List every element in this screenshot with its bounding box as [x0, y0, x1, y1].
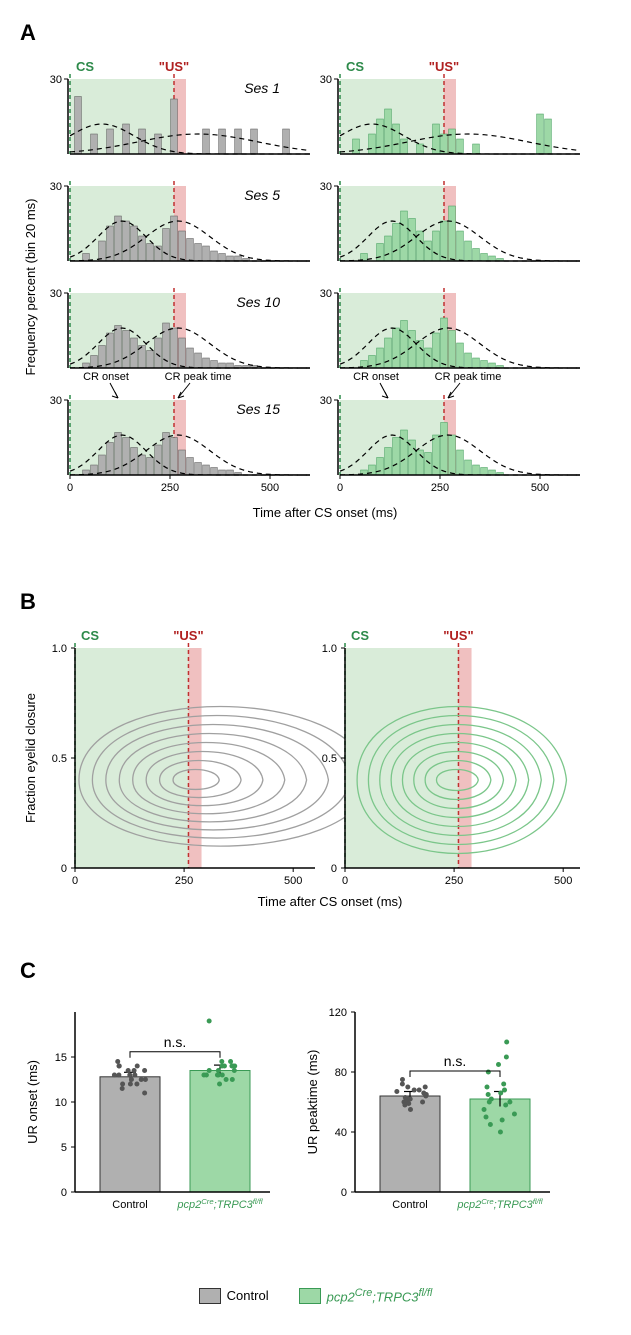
- svg-text:0: 0: [341, 1187, 347, 1199]
- svg-text:Time after CS onset (ms): Time after CS onset (ms): [253, 505, 398, 520]
- panel-b-svg: Fraction eyelid closure 0 250 500 0 0.5 1.0 CS "…: [20, 623, 580, 923]
- svg-text:CS: CS: [81, 628, 99, 643]
- svg-text:0: 0: [331, 863, 337, 875]
- svg-text:0: 0: [342, 875, 348, 887]
- svg-text:30: 30: [320, 288, 332, 300]
- legend-mutant-swatch: [299, 1288, 321, 1304]
- svg-text:UR onset (ms): UR onset (ms): [25, 1060, 40, 1144]
- svg-text:Control: Control: [392, 1199, 427, 1211]
- svg-text:250: 250: [161, 482, 179, 494]
- svg-text:15: 15: [55, 1052, 67, 1064]
- svg-text:120: 120: [329, 1007, 347, 1019]
- svg-text:CS: CS: [351, 628, 369, 643]
- svg-text:0: 0: [67, 482, 73, 494]
- panel-a-label: A: [20, 20, 611, 46]
- svg-text:CS: CS: [76, 59, 94, 74]
- svg-text:30: 30: [50, 74, 62, 86]
- svg-text:Ses 10: Ses 10: [236, 294, 280, 310]
- svg-text:0: 0: [337, 482, 343, 494]
- svg-text:CR peak time: CR peak time: [165, 371, 232, 383]
- svg-text:CR onset: CR onset: [83, 371, 129, 383]
- panel-b: B Fraction eyelid closure 0 250 500 0 0.5 1.0 C…: [20, 589, 611, 928]
- svg-text:250: 250: [445, 875, 463, 887]
- svg-text:1.0: 1.0: [322, 643, 337, 655]
- svg-text:30: 30: [320, 181, 332, 193]
- svg-text:30: 30: [50, 395, 62, 407]
- svg-text:5: 5: [61, 1142, 67, 1154]
- svg-text:1.0: 1.0: [52, 643, 67, 655]
- svg-text:"US": "US": [159, 59, 189, 74]
- svg-text:500: 500: [284, 875, 302, 887]
- svg-text:"US": "US": [443, 628, 473, 643]
- svg-text:250: 250: [431, 482, 449, 494]
- svg-text:30: 30: [320, 74, 332, 86]
- svg-text:pcp2Cre;TRPC3fl/fl: pcp2Cre;TRPC3fl/fl: [456, 1197, 542, 1212]
- panel-a-svg: Frequency percent (bin 20 ms) 30 CS "US" Ses…: [20, 54, 580, 554]
- svg-text:0.5: 0.5: [322, 753, 337, 765]
- svg-text:pcp2Cre;TRPC3fl/fl: pcp2Cre;TRPC3fl/fl: [176, 1197, 262, 1212]
- svg-text:CS: CS: [346, 59, 364, 74]
- svg-text:UR peaktime (ms): UR peaktime (ms): [305, 1050, 320, 1155]
- svg-text:40: 40: [335, 1127, 347, 1139]
- svg-text:0.5: 0.5: [52, 753, 67, 765]
- svg-text:250: 250: [175, 875, 193, 887]
- svg-text:0: 0: [61, 863, 67, 875]
- legend-control-label: Control: [227, 1288, 269, 1303]
- panel-c-label: C: [20, 958, 611, 984]
- svg-text:30: 30: [50, 181, 62, 193]
- svg-text:500: 500: [531, 482, 549, 494]
- svg-text:CR onset: CR onset: [353, 371, 399, 383]
- svg-text:Ses 15: Ses 15: [236, 401, 280, 417]
- svg-text:Fraction eyelid closure: Fraction eyelid closure: [23, 693, 38, 823]
- svg-text:10: 10: [55, 1097, 67, 1109]
- svg-text:Ses 5: Ses 5: [244, 187, 280, 203]
- svg-text:CR peak time: CR peak time: [435, 371, 502, 383]
- svg-text:80: 80: [335, 1067, 347, 1079]
- svg-text:500: 500: [261, 482, 279, 494]
- svg-text:"US": "US": [173, 628, 203, 643]
- svg-text:Control: Control: [112, 1199, 147, 1211]
- svg-text:"US": "US": [429, 59, 459, 74]
- legend-control-swatch: [199, 1288, 221, 1304]
- legend-mutant: pcp2Cre;TRPC3fl/fl: [299, 1287, 433, 1304]
- panel-b-label: B: [20, 589, 611, 615]
- panel-c-svg: UR onset (ms) 0 5 10 15 n.s. Control pcp2Cre;TR…: [20, 992, 580, 1252]
- svg-text:Ses 1: Ses 1: [244, 80, 280, 96]
- svg-text:Frequency percent (bin 20 ms): Frequency percent (bin 20 ms): [23, 198, 38, 375]
- svg-text:Time after CS onset (ms): Time after CS onset (ms): [258, 894, 403, 909]
- legend-mutant-label: pcp2Cre;TRPC3fl/fl: [327, 1287, 433, 1304]
- svg-text:0: 0: [61, 1187, 67, 1199]
- legend-control: Control: [199, 1287, 269, 1304]
- svg-text:500: 500: [554, 875, 572, 887]
- svg-text:n.s.: n.s.: [444, 1053, 467, 1069]
- figure-legend: Control pcp2Cre;TRPC3fl/fl: [20, 1287, 611, 1304]
- svg-text:n.s.: n.s.: [164, 1034, 187, 1050]
- svg-text:0: 0: [72, 875, 78, 887]
- panel-c: C UR onset (ms) 0 5 10 15 n.s. Control pcp2Cre;…: [20, 958, 611, 1257]
- panel-a: A Frequency percent (bin 20 ms) 30 CS "US" S…: [20, 20, 611, 559]
- svg-text:30: 30: [50, 288, 62, 300]
- svg-text:30: 30: [320, 395, 332, 407]
